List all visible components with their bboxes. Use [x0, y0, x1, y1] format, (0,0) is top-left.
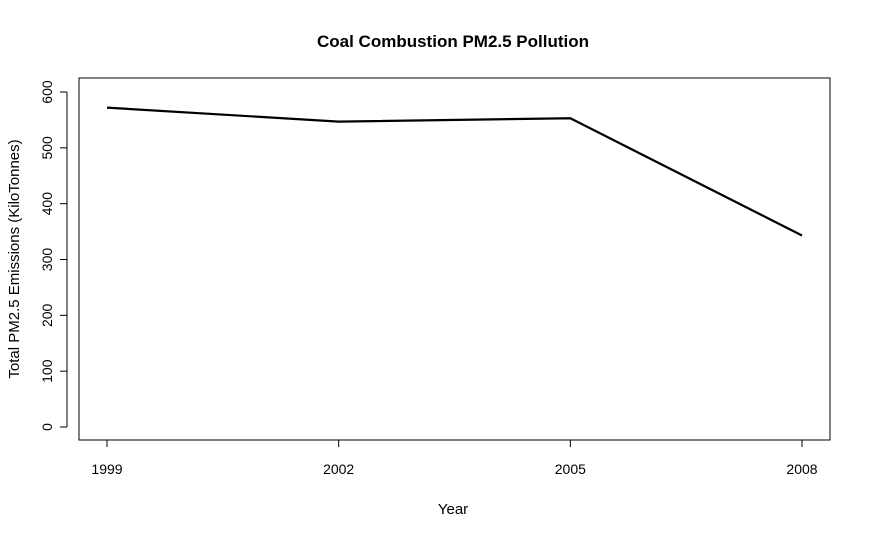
x-tick-label: 1999 — [91, 461, 122, 477]
y-axis: 0 100 200 300 400 500 600 — [39, 80, 68, 431]
series-layer — [106, 106, 803, 237]
x-tick-label: 2002 — [323, 461, 354, 477]
y-tick-label: 300 — [39, 248, 55, 272]
y-tick-label: 400 — [39, 192, 55, 216]
x-tick-label: 2005 — [555, 461, 586, 477]
y-tick-label: 100 — [39, 359, 55, 383]
plot-area-frame — [78, 77, 831, 441]
y-tick-label: 600 — [39, 80, 55, 104]
y-tick-label: 500 — [39, 136, 55, 160]
x-tick-label: 2008 — [786, 461, 817, 477]
series-line — [106, 106, 803, 237]
x-axis: 1999 2002 2005 2008 — [91, 439, 818, 477]
y-axis-label: Total PM2.5 Emissions (KiloTonnes) — [6, 139, 23, 378]
y-tick-label: 200 — [39, 303, 55, 327]
y-tick-label: 0 — [39, 423, 55, 431]
x-axis-label: Year — [438, 501, 468, 518]
chart-title: Coal Combustion PM2.5 Pollution — [317, 32, 589, 51]
